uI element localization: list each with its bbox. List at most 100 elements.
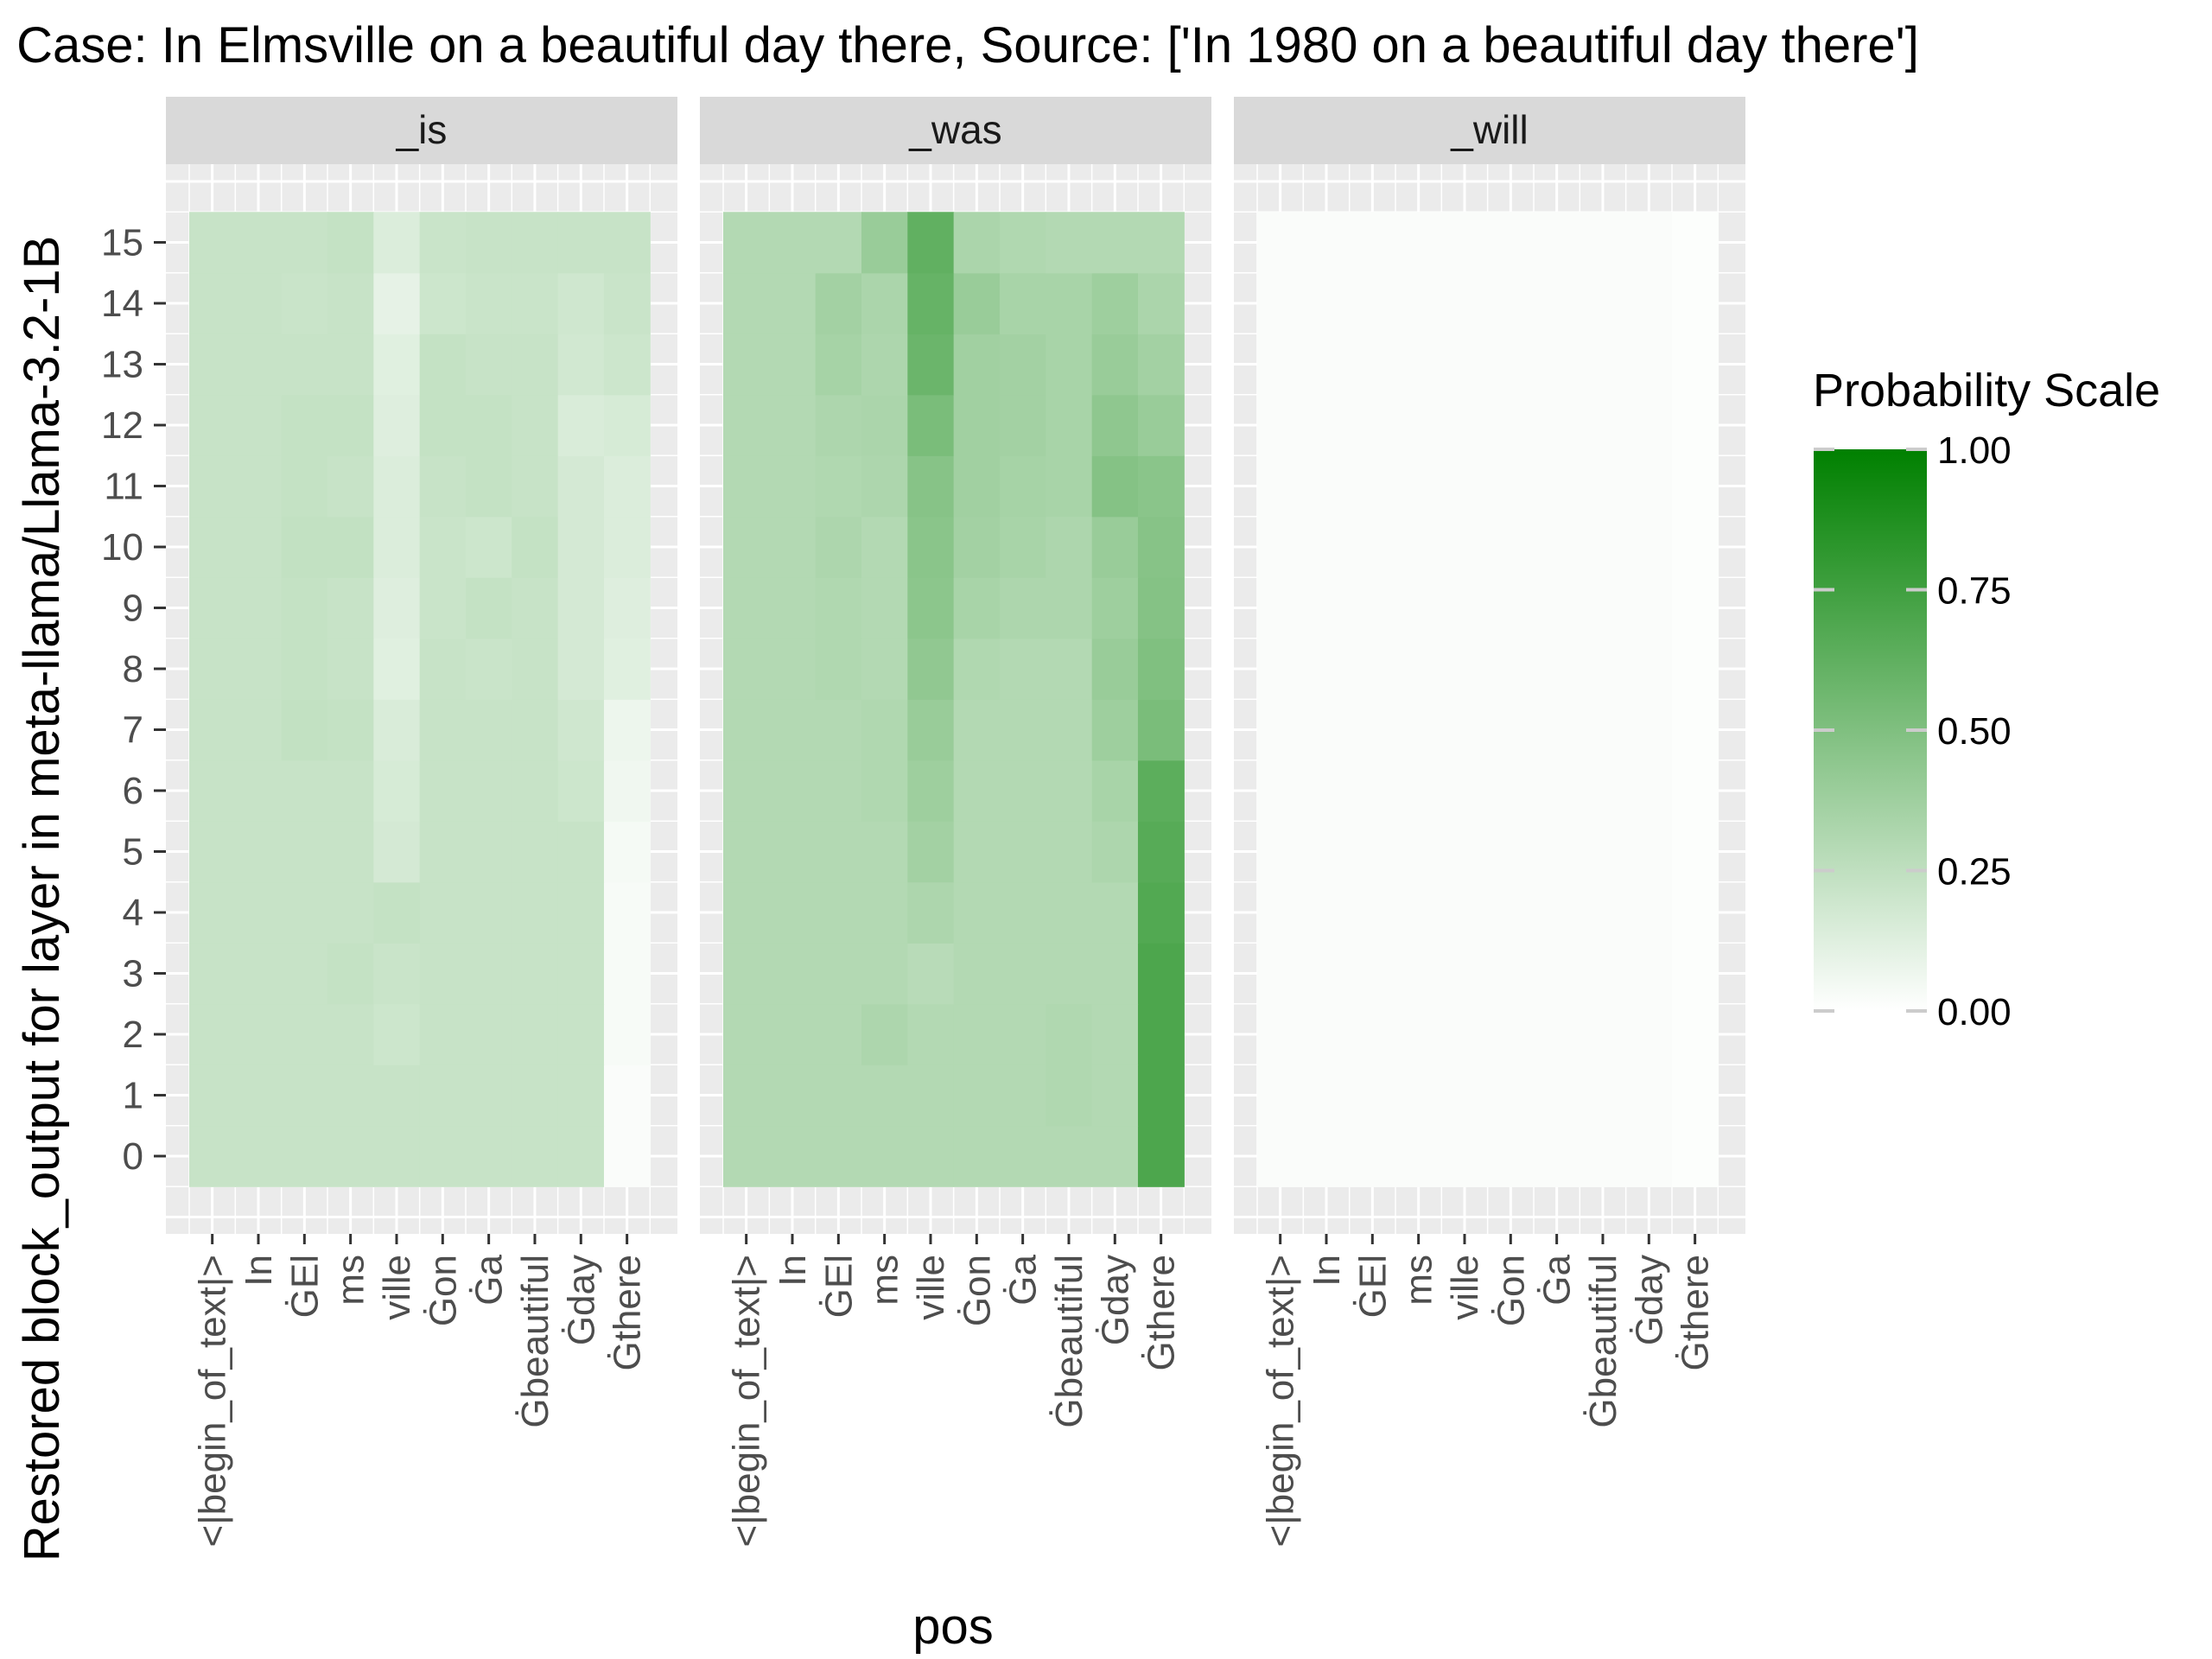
heatmap-cell — [1303, 1003, 1351, 1065]
heatmap-cell — [1303, 638, 1351, 700]
heatmap-cell — [281, 212, 328, 274]
facet-label: _was — [908, 107, 1001, 152]
heatmap-cell — [953, 212, 1001, 274]
heatmap-cell — [512, 638, 559, 700]
heatmap-cell — [603, 821, 651, 883]
heatmap-cell — [769, 455, 817, 518]
x-tick-label: Ġday — [1628, 1255, 1670, 1345]
heatmap-cell — [603, 1065, 651, 1127]
heatmap-cell — [861, 394, 908, 456]
heatmap-cell — [723, 272, 770, 334]
heatmap-cell — [723, 577, 770, 639]
heatmap-cell — [1580, 577, 1627, 639]
heatmap-cell — [723, 638, 770, 700]
heatmap-cell — [1671, 699, 1719, 761]
heatmap-cell — [861, 638, 908, 700]
heatmap-cell — [465, 1065, 512, 1127]
heatmap-cell — [1441, 881, 1489, 944]
heatmap-cell — [1625, 272, 1673, 334]
heatmap-cell — [1395, 272, 1442, 334]
heatmap-cell — [1046, 699, 1093, 761]
x-tick-label: Ġbeautiful — [514, 1255, 556, 1428]
heatmap-cell — [1533, 272, 1580, 334]
heatmap-cell — [1349, 272, 1396, 334]
heatmap-cell — [1487, 455, 1535, 518]
x-tick-label: Ġday — [560, 1255, 602, 1345]
heatmap-cell — [235, 821, 283, 883]
x-tick-label: In — [772, 1255, 814, 1287]
heatmap-cell — [1395, 455, 1442, 518]
heatmap-cell — [723, 821, 770, 883]
heatmap-cell — [1580, 943, 1627, 1005]
heatmap-cell — [281, 455, 328, 518]
heatmap-cell — [557, 943, 605, 1005]
heatmap-cell — [1441, 943, 1489, 1005]
heatmap-cell — [1395, 943, 1442, 1005]
x-tick-label: ĠEl — [817, 1255, 860, 1318]
heatmap-cell — [1349, 760, 1396, 822]
heatmap-cell — [861, 1003, 908, 1065]
heatmap-cell — [953, 455, 1001, 518]
heatmap-cell — [557, 334, 605, 396]
heatmap-cell — [1349, 821, 1396, 883]
heatmap-cell — [512, 516, 559, 578]
heatmap-cell — [769, 1125, 817, 1187]
heatmap-cell — [1137, 577, 1185, 639]
heatmap-cell — [999, 516, 1046, 578]
heatmap-cell — [557, 577, 605, 639]
heatmap-cell — [907, 334, 955, 396]
heatmap-cell — [1580, 455, 1627, 518]
heatmap-cell — [861, 1125, 908, 1187]
y-tick-label: 15 — [101, 222, 143, 264]
heatmap-cell — [235, 1125, 283, 1187]
heatmap-cell — [1671, 1065, 1719, 1127]
heatmap-cell — [1533, 760, 1580, 822]
heatmap-cell — [1625, 1003, 1673, 1065]
heatmap-cell — [999, 881, 1046, 944]
heatmap-cell — [1671, 394, 1719, 456]
x-tick-label: Ġon — [1490, 1255, 1532, 1326]
heatmap-cell — [189, 943, 236, 1005]
heatmap-cell — [603, 212, 651, 274]
heatmap-cell — [769, 516, 817, 578]
x-tick-label: Ġday — [1094, 1255, 1136, 1345]
heatmap-cell — [1091, 577, 1139, 639]
heatmap-cell — [861, 455, 908, 518]
heatmap-cell — [1091, 1125, 1139, 1187]
heatmap-cell — [1671, 943, 1719, 1005]
heatmap-cell — [419, 1003, 467, 1065]
heatmap-cell — [1303, 212, 1351, 274]
x-tick-label: Ġbeautiful — [1582, 1255, 1624, 1428]
x-tick-label: Ġa — [468, 1254, 511, 1305]
heatmap-cell — [861, 821, 908, 883]
heatmap-cell — [1257, 1065, 1304, 1127]
heatmap-cell — [281, 1003, 328, 1065]
heatmap-cell — [815, 1003, 862, 1065]
panel-is: _is <|begin_of_text|> In ĠEl ms ville Ġon Ġa Ġbe… — [166, 97, 677, 1547]
heatmap-cell — [907, 455, 955, 518]
heatmap-cell — [1137, 1003, 1185, 1065]
heatmap-cell — [1441, 212, 1489, 274]
heatmap-cell — [512, 760, 559, 822]
heatmap-cell — [1137, 394, 1185, 456]
heatmap-cell — [723, 212, 770, 274]
heatmap-cell — [235, 943, 283, 1005]
heatmap-cell — [1671, 881, 1719, 944]
heatmap-cell — [419, 760, 467, 822]
x-tick-label: ĠEl — [283, 1255, 326, 1318]
heatmap-cell — [465, 760, 512, 822]
heatmap-cell — [769, 577, 817, 639]
heatmap-cell — [603, 334, 651, 396]
heatmap-cell — [1487, 821, 1535, 883]
heatmap-cell — [907, 638, 955, 700]
heatmap-cell — [557, 760, 605, 822]
heatmap-cell — [1257, 821, 1304, 883]
y-tick-label: 7 — [123, 709, 143, 752]
heatmap-cell — [327, 577, 374, 639]
heatmap-cell — [1137, 699, 1185, 761]
heatmap-cell — [281, 516, 328, 578]
heatmap-cell — [603, 699, 651, 761]
heatmap-cell — [189, 334, 236, 396]
heatmap-cell — [953, 821, 1001, 883]
heatmap-cell — [512, 334, 559, 396]
